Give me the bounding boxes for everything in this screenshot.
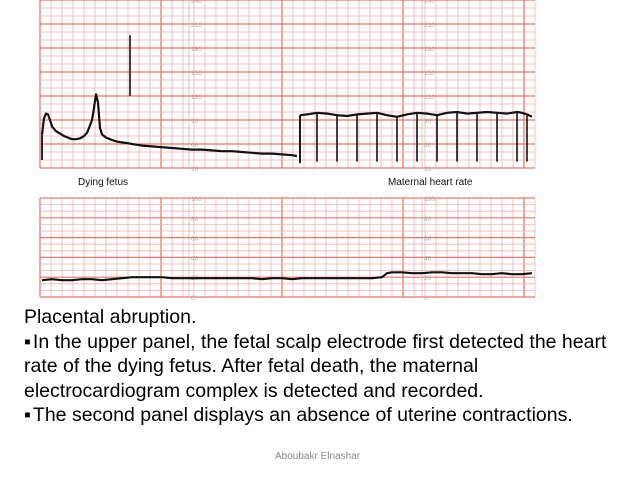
- tick-label: 60: [424, 142, 432, 149]
- tick-label: 120: [424, 94, 435, 101]
- caption: Placental abruption. In the upper panel,…: [24, 305, 624, 428]
- author-footer: Aboubakr Elnashar: [275, 451, 361, 462]
- tick-label: 60: [191, 236, 199, 243]
- tick-label: 30: [191, 166, 199, 173]
- tick-label: 180: [424, 46, 435, 53]
- tick-label: 60: [191, 142, 199, 149]
- caption-bullet-2-text: The second panel displays an absence of …: [32, 404, 573, 426]
- upper-right-label: Maternal heart rate: [388, 177, 473, 188]
- ctg-strip: 240 240 210 210 180 180 150 150 120 120 90 90 60 60 30…: [39, 0, 536, 300]
- tick-label: 100: [191, 196, 202, 203]
- tick-label: 30: [424, 166, 432, 173]
- tick-label: 240: [424, 0, 435, 5]
- tick-label: 20: [424, 275, 432, 282]
- tick-label: 90: [191, 118, 199, 125]
- tick-label: 0: [191, 295, 195, 300]
- tick-label: 150: [424, 70, 435, 77]
- trace-uterine: [41, 271, 533, 282]
- tick-labels: 240 240 210 210 180 180 150 150 120 120 90 90 60 60 30…: [188, 0, 435, 300]
- tick-label: 180: [191, 46, 202, 53]
- tick-label: 0: [424, 295, 428, 300]
- trace-maternal: [299, 110, 533, 118]
- caption-title: Placental abruption.: [24, 306, 197, 328]
- tick-label: 150: [191, 70, 202, 77]
- tick-label: 60: [424, 236, 432, 243]
- tick-label: 40: [424, 255, 432, 262]
- grid-lines: [39, 0, 536, 298]
- tick-label: 90: [424, 118, 432, 125]
- caption-bullet-2: The second panel displays an absence of …: [24, 403, 624, 428]
- tick-label: 120: [191, 94, 202, 101]
- caption-bullet-1-text: In the upper panel, the fetal scalp elec…: [24, 330, 607, 402]
- traces: [40, 35, 533, 282]
- tick-label: 80: [191, 216, 199, 223]
- tick-label: 40: [191, 255, 199, 262]
- trace-fetal: [40, 93, 298, 158]
- tick-label: 100: [424, 196, 435, 203]
- tick-label: 210: [424, 22, 435, 29]
- upper-left-label: Dying fetus: [78, 177, 128, 188]
- tick-label: 80: [424, 216, 432, 223]
- tick-label: 240: [191, 0, 202, 5]
- tick-label: 210: [191, 22, 202, 29]
- caption-bullet-1: In the upper panel, the fetal scalp elec…: [24, 330, 624, 404]
